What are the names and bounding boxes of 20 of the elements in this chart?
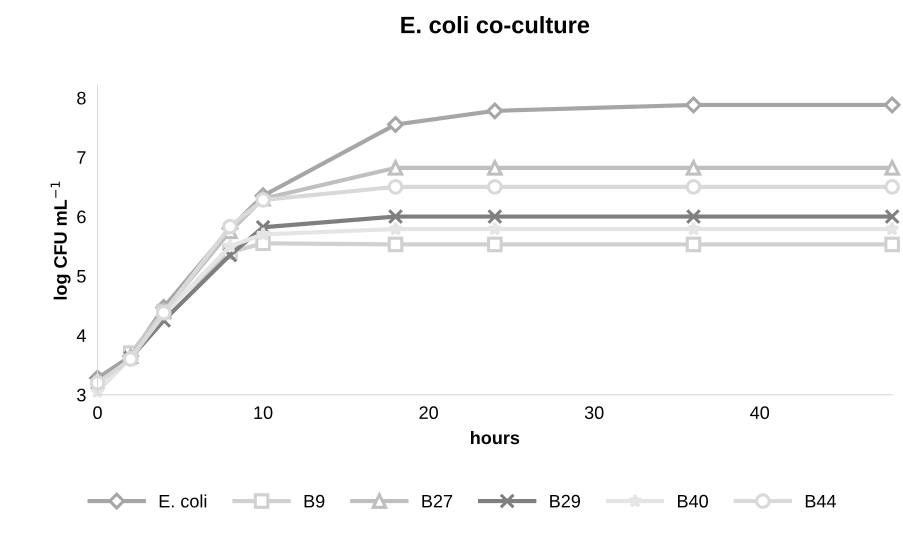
x-tick-label: 20 [419, 406, 438, 420]
y-tick-label: 6 [77, 210, 86, 224]
x-tick-label: 30 [584, 406, 604, 420]
x-axis-title: hours [471, 430, 520, 444]
legend-label: B29 [550, 494, 580, 508]
y-tick-label: 5 [77, 270, 86, 283]
legend-label: B44 [806, 494, 836, 508]
y-tick-label: 4 [76, 329, 86, 342]
y-tick-label: 7 [77, 151, 86, 164]
y-tick-label: 3 [77, 388, 86, 402]
x-tick-label: 0 [93, 406, 102, 420]
y-axis-title: log CFU mL$^{−1}$ [50, 182, 71, 300]
legend-label: B9 [304, 494, 324, 508]
chart-title: E. coli co-culture [401, 16, 590, 34]
y-tick-label: 8 [77, 92, 86, 105]
x-tick-label: 10 [254, 406, 272, 420]
legend-label: E. coli [160, 494, 206, 508]
x-tick-label: 40 [750, 406, 770, 420]
legend-label: B27 [422, 494, 452, 508]
legend-label: B40 [678, 494, 708, 508]
